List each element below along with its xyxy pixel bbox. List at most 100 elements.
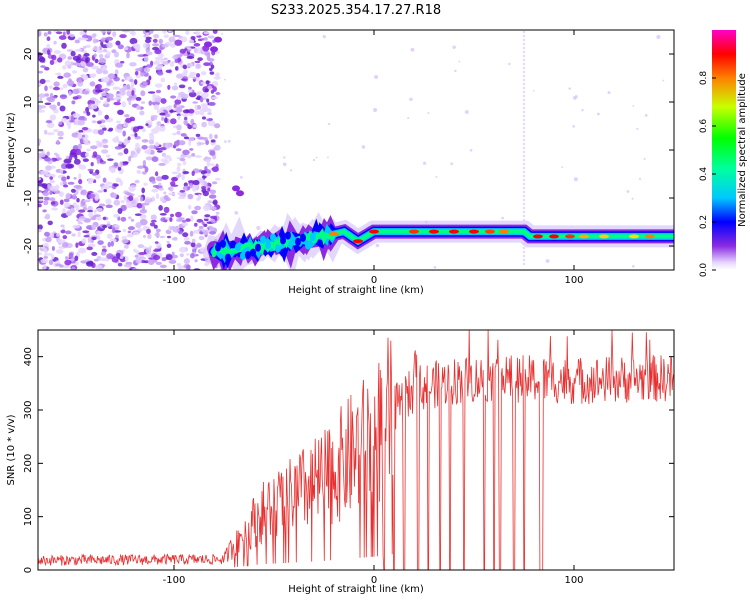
noise-speckle: [128, 195, 134, 201]
noise-speckle: [113, 213, 120, 218]
noise-speckle: [522, 134, 526, 138]
noise-speckle: [134, 179, 140, 184]
colorbar-tick-label: 0.6: [699, 119, 709, 134]
noise-speckle: [114, 224, 120, 228]
noise-speckle: [203, 97, 207, 100]
noise-speckle: [86, 148, 92, 152]
noise-speckle: [119, 161, 123, 168]
noise-speckle: [61, 42, 67, 49]
noise-speckle: [117, 262, 123, 267]
signal-hotspot: [549, 234, 559, 239]
noise-speckle: [165, 69, 172, 74]
noise-speckle: [38, 183, 46, 187]
noise-speckle: [60, 229, 66, 234]
noise-speckle: [71, 233, 76, 237]
noise-speckle: [117, 129, 123, 134]
noise-speckle: [51, 54, 57, 61]
noise-speckle: [180, 113, 186, 116]
noise-speckle: [142, 214, 147, 218]
noise-speckle: [105, 198, 112, 205]
noise-speckle: [72, 113, 81, 118]
noise-speckle: [78, 178, 83, 185]
noise-speckle: [182, 171, 190, 175]
noise-speckle: [81, 127, 89, 131]
noise-speckle: [167, 105, 173, 108]
noise-speckle: [68, 90, 72, 96]
signal-blob: [250, 248, 256, 257]
spectrogram-xtick-label: 0: [371, 275, 377, 286]
noise-speckle: [522, 46, 526, 50]
noise-speckle: [100, 251, 107, 256]
noise-speckle: [91, 65, 99, 70]
noise-speckle: [134, 71, 139, 76]
noise-speckle: [83, 117, 87, 121]
noise-speckle: [59, 105, 66, 112]
noise-speckle: [116, 91, 120, 94]
noise-speckle: [581, 109, 584, 112]
noise-speckle: [203, 37, 208, 41]
noise-speckle: [201, 105, 208, 111]
noise-speckle: [126, 84, 131, 90]
noise-speckle: [141, 139, 149, 143]
noise-speckle: [65, 211, 71, 216]
noise-speckle: [67, 124, 71, 129]
noise-speckle: [101, 92, 107, 97]
noise-speckle: [607, 91, 611, 95]
noise-speckle: [92, 46, 100, 51]
snr-xtick-label: 100: [564, 575, 583, 586]
noise-speckle: [169, 62, 174, 68]
noise-speckle: [522, 158, 526, 162]
noise-speckle: [167, 59, 171, 63]
noise-speckle: [182, 232, 189, 238]
noise-speckle: [96, 207, 103, 212]
noise-speckle: [153, 224, 158, 229]
noise-speckle: [92, 114, 96, 118]
noise-speckle: [195, 31, 201, 36]
noise-speckle: [105, 36, 114, 41]
noise-speckle: [423, 161, 427, 165]
noise-speckle: [57, 75, 64, 79]
signal-hotspot: [629, 234, 639, 239]
noise-speckle: [179, 48, 186, 54]
noise-speckle: [158, 205, 163, 211]
noise-speckle: [38, 30, 42, 37]
noise-speckle: [89, 81, 96, 87]
noise-speckle: [163, 206, 170, 214]
noise-speckle: [170, 181, 176, 186]
noise-speckle: [177, 140, 186, 146]
noise-speckle: [144, 149, 152, 154]
noise-speckle: [81, 238, 87, 244]
noise-speckle: [154, 49, 162, 55]
noise-speckle: [101, 149, 109, 154]
noise-speckle: [106, 30, 112, 33]
noise-speckle: [53, 40, 57, 45]
noise-speckle: [568, 87, 571, 90]
noise-speckle: [149, 30, 154, 34]
noise-speckle: [454, 69, 457, 73]
noise-speckle: [102, 49, 108, 53]
noise-speckle: [190, 252, 195, 259]
noise-speckle: [153, 104, 160, 111]
noise-speckle: [209, 71, 215, 75]
noise-speckle: [63, 181, 67, 186]
noise-speckle: [208, 101, 216, 106]
noise-speckle: [38, 152, 43, 159]
noise-speckle: [169, 217, 173, 222]
noise-speckle: [172, 226, 176, 232]
snr-ytick-label: 0: [23, 567, 34, 573]
snr-series-line: [38, 330, 674, 570]
noise-speckle: [450, 162, 454, 165]
noise-speckle: [88, 193, 96, 199]
noise-speckle: [190, 215, 194, 222]
noise-speckle: [522, 162, 526, 166]
noise-speckle: [122, 130, 126, 137]
noise-speckle: [155, 171, 159, 177]
noise-speckle: [522, 94, 526, 98]
signal-blob: [270, 233, 276, 242]
noise-speckle: [185, 218, 191, 222]
noise-speckle: [662, 79, 665, 82]
noise-speckle: [44, 85, 48, 92]
noise-speckle: [154, 232, 160, 238]
noise-speckle: [141, 145, 148, 150]
noise-speckle: [117, 152, 124, 156]
